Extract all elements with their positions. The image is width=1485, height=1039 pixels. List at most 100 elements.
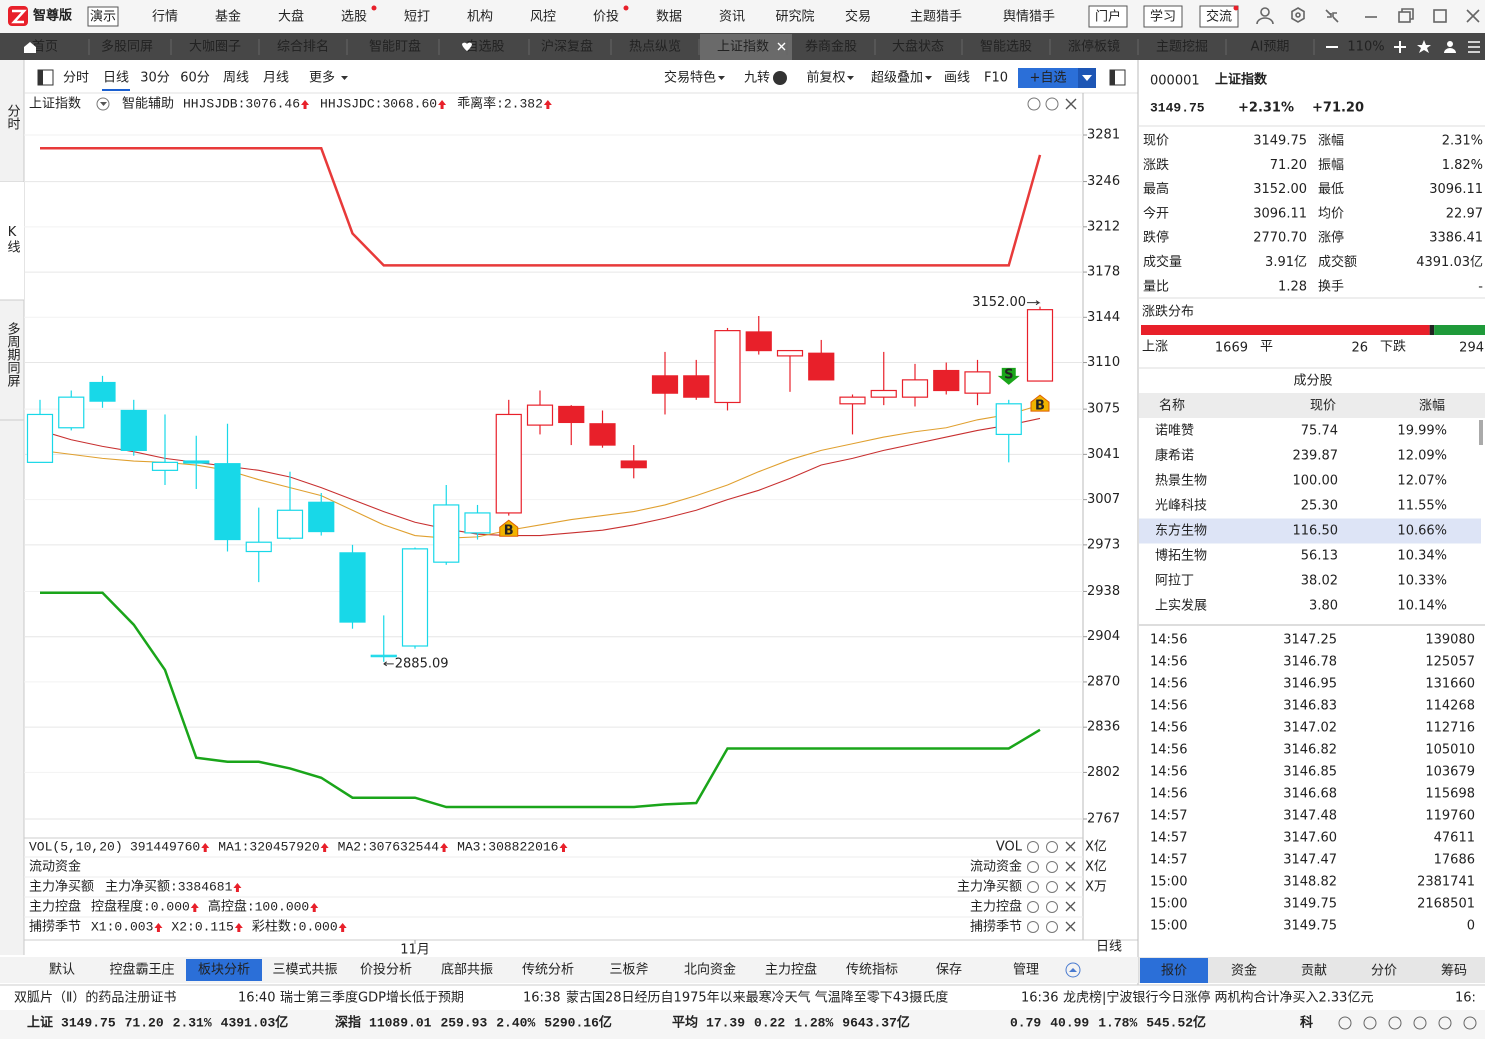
stock-name[interactable]: 阿拉丁 [1155, 574, 1194, 589]
right-tab[interactable]: 贡献 [1301, 964, 1327, 979]
trade-time: 14:56 [1150, 743, 1187, 758]
index-name: 上证 [27, 1016, 53, 1031]
tab[interactable]: 涨停板镜 [1068, 39, 1120, 55]
bottom-tab[interactable]: 管理 [1013, 963, 1039, 978]
period-tab[interactable]: 周线 [223, 71, 249, 86]
active-tab-bg [186, 959, 262, 981]
bottom-tab[interactable]: 北向资金 [684, 962, 736, 978]
tab[interactable]: 热点纵览 [629, 39, 681, 55]
tab[interactable]: 大盘状态 [892, 39, 944, 55]
stock-name[interactable]: 光峰科技 [1155, 499, 1207, 514]
dist-label: 下跌 [1380, 339, 1406, 355]
right-tab[interactable]: 筹码 [1441, 963, 1467, 979]
bottom-tab[interactable]: 底部共振 [441, 962, 493, 978]
bottom-tab[interactable]: 板块分析 [198, 963, 250, 978]
low-label: 2885.09 [395, 656, 449, 671]
bottom-tab[interactable]: 三板斧 [609, 963, 648, 978]
tab[interactable]: 沪深复盘 [541, 39, 593, 55]
period-tab[interactable]: 更多 [309, 70, 335, 86]
side-tab[interactable]: 多周期同屏 [5, 321, 21, 387]
right-tab[interactable]: 报价 [1161, 964, 1187, 979]
period-tab[interactable]: 分时 [63, 71, 89, 86]
signal-label: B [504, 524, 514, 539]
menu-item[interactable]: 短打 [404, 10, 430, 25]
stock-name[interactable]: 诺唯赞 [1155, 424, 1194, 439]
stock-name[interactable]: 上实发展 [1155, 598, 1207, 614]
trade-price: 3149.75 [1283, 897, 1337, 912]
index-value: 2.40% [496, 1015, 535, 1030]
stock-name[interactable]: 热景生物 [1155, 474, 1207, 489]
toolbar-item[interactable]: F10 [984, 71, 1008, 86]
y-tick-label: 2836 [1087, 720, 1120, 735]
candle-body [901, 379, 929, 398]
period-tab[interactable]: 日线 [103, 71, 129, 86]
menu-item[interactable]: 选股 [341, 10, 367, 25]
right-tab[interactable]: 分价 [1371, 964, 1397, 979]
bottom-tab[interactable]: 三模式共振 [272, 963, 337, 978]
tab[interactable]: 首页 [32, 40, 58, 55]
stock-name[interactable]: 东方生物 [1155, 523, 1207, 539]
period-tab[interactable]: 月线 [263, 71, 289, 86]
toolbar-item[interactable]: 画线 [944, 71, 970, 86]
news-text[interactable]: 龙虎榜|宁波银行今日涨停 两机构合计净买入2.33亿元 [1063, 990, 1373, 1006]
toolbar-item[interactable]: 超级叠加 [871, 71, 923, 86]
candle-body [776, 349, 804, 357]
menu-item[interactable]: 基金 [215, 9, 241, 25]
tab[interactable]: 自选股 [465, 40, 504, 55]
tab[interactable]: 智能盯盘 [369, 39, 421, 55]
stock-name[interactable]: 博拓生物 [1155, 549, 1207, 564]
portal-button[interactable]: 门户 [1095, 9, 1121, 25]
side-tab[interactable]: 分时 [5, 104, 21, 130]
portal-button[interactable]: 交流 [1206, 9, 1232, 25]
tab[interactable]: 券商金股 [805, 39, 857, 55]
bottom-tab[interactable]: 保存 [936, 963, 962, 978]
menu-item[interactable]: 舆情猎手 [1003, 10, 1055, 25]
menu-item[interactable]: 机构 [467, 10, 493, 25]
bottom-tab[interactable]: 传统指标 [846, 963, 898, 978]
field-label: 现价 [1143, 134, 1169, 149]
toolbar-item[interactable]: 九转 [744, 71, 770, 86]
tab[interactable]: AI预期 [1251, 40, 1290, 55]
trade-price: 3147.60 [1283, 831, 1337, 846]
tab[interactable]: 多股同屏 [101, 39, 153, 55]
portal-button[interactable]: 学习 [1150, 9, 1176, 25]
menu-item[interactable]: 风控 [530, 10, 556, 25]
signal-label: B [1035, 399, 1045, 414]
period-tab[interactable]: 30分 [140, 71, 170, 86]
period-tab[interactable]: 60分 [180, 71, 210, 86]
tab[interactable]: 主题挖掘 [1156, 40, 1208, 55]
side-tab[interactable]: K线 [5, 225, 21, 253]
stock-name[interactable]: 康希诺 [1155, 448, 1194, 464]
news-text[interactable]: 瑞士第三季度GDP增长低于预期 [280, 990, 464, 1006]
menu-item[interactable]: 行情 [152, 10, 178, 25]
toolbar-item[interactable]: 前复权 [806, 70, 845, 86]
sell-signal [997, 367, 1020, 385]
toolbar-item[interactable]: 交易特色 [664, 70, 716, 86]
news-text[interactable]: 双胍片（Ⅱ）的药品注册证书 [14, 990, 176, 1006]
news-text[interactable]: 蒙古国28日经历自1975年以来最寒冷天气 气温降至零下43摄氏度 [566, 990, 948, 1006]
indicator-line [39, 417, 1041, 537]
menu-item[interactable]: 资讯 [719, 10, 745, 25]
tab[interactable]: 上证指数 [717, 40, 769, 55]
right-tab[interactable]: 资金 [1231, 963, 1257, 979]
tab[interactable]: 智能选股 [980, 40, 1032, 55]
bottom-tab[interactable]: 价投分析 [360, 962, 412, 978]
menu-item[interactable]: 研究院 [775, 10, 814, 25]
dist-bar [1429, 325, 1435, 335]
menu-item[interactable]: 数据 [656, 10, 682, 25]
bottom-tab[interactable]: 传统分析 [522, 963, 574, 978]
toolbar-item[interactable]: +自选 [1030, 71, 1067, 86]
bottom-tab[interactable]: 默认 [49, 962, 75, 978]
tab[interactable]: 大咖圈子 [189, 40, 241, 55]
candle-body [589, 423, 616, 446]
candle-body [1026, 309, 1054, 382]
field-value: 3152.00 [1253, 182, 1307, 197]
bottom-tab[interactable]: 主力控盘 [765, 962, 817, 978]
bottom-tab[interactable]: 控盘霸王庄 [109, 962, 174, 978]
menu-item[interactable]: 交易 [845, 9, 871, 25]
menu-item[interactable]: 主题猎手 [910, 10, 962, 25]
tab[interactable]: 综合排名 [277, 39, 329, 55]
menu-item[interactable]: 大盘 [278, 9, 304, 25]
trade-time: 15:00 [1150, 897, 1187, 912]
menu-item[interactable]: 价投 [593, 9, 619, 25]
